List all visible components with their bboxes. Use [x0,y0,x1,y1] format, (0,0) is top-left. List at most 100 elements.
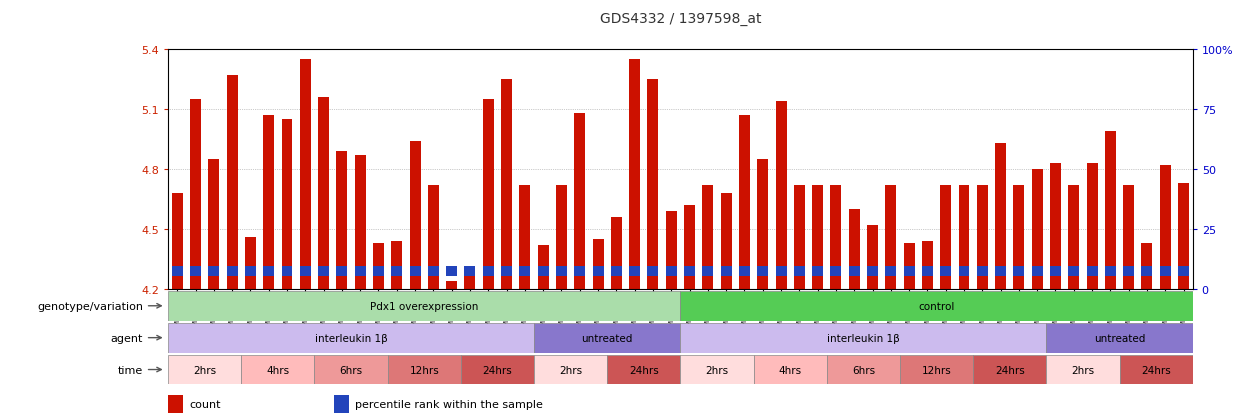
Bar [281,266,293,276]
Bar [1068,185,1079,289]
Bar [681,323,1046,353]
Bar [1123,185,1134,289]
Bar [263,266,274,276]
Bar [753,355,827,385]
Bar [684,266,695,276]
Bar [500,80,512,289]
Bar [242,355,315,385]
Bar [483,100,494,289]
Bar [1087,266,1098,276]
Bar [263,116,274,289]
Bar [959,266,970,276]
Bar [300,266,311,276]
Bar [921,266,933,276]
Text: control: control [919,301,955,311]
Bar [830,185,842,289]
Bar [519,266,530,276]
Bar [410,141,421,289]
Text: untreated: untreated [581,333,632,343]
Bar [684,205,695,289]
Bar [208,266,219,276]
Bar [1068,266,1079,276]
Bar [867,225,878,289]
Text: percentile rank within the sample: percentile rank within the sample [356,399,543,409]
Bar [757,159,768,289]
Bar [336,152,347,289]
Bar [1013,185,1025,289]
Bar [921,241,933,289]
Bar [374,243,383,289]
Text: 4hrs: 4hrs [778,365,802,375]
Bar [245,266,256,276]
Text: time: time [118,365,143,375]
Bar [904,266,915,276]
Bar [168,323,534,353]
Text: 6hrs: 6hrs [852,365,875,375]
Bar [608,355,680,385]
Bar [721,193,732,289]
Bar [355,155,366,289]
Text: 24hrs: 24hrs [483,365,512,375]
Bar [593,239,604,289]
Bar [461,355,534,385]
Bar [1087,164,1098,289]
Bar [538,245,549,289]
Bar [977,185,987,289]
Bar [281,119,293,289]
Bar [885,266,896,276]
Bar [1104,266,1116,276]
Bar [391,266,402,276]
Bar [611,266,621,276]
Bar [374,266,383,276]
Bar [391,241,402,289]
Bar [168,395,183,413]
Bar [410,266,421,276]
Bar [830,266,842,276]
Bar [428,185,439,289]
Bar [534,355,608,385]
Bar [1050,266,1061,276]
Bar [1013,266,1025,276]
Bar [1046,323,1193,353]
Text: agent: agent [111,333,143,343]
Bar [1142,243,1153,289]
Bar [629,266,640,276]
Bar [519,185,530,289]
Bar [812,266,823,276]
Text: genotype/variation: genotype/variation [37,301,143,311]
Bar [1178,183,1189,289]
Text: 2hrs: 2hrs [706,365,728,375]
Text: interleukin 1β: interleukin 1β [827,333,900,343]
Bar [940,266,951,276]
Bar [1050,164,1061,289]
Bar [315,355,387,385]
Bar [702,266,713,276]
Bar [681,291,1193,321]
Bar [1160,165,1170,289]
Bar [794,185,804,289]
Bar [1032,266,1042,276]
Bar [740,116,749,289]
Text: 12hrs: 12hrs [410,365,439,375]
Bar [681,355,753,385]
Bar [538,266,549,276]
Text: 24hrs: 24hrs [629,365,659,375]
Bar [168,291,681,321]
Bar [647,80,659,289]
Bar [1123,266,1134,276]
Text: 24hrs: 24hrs [1142,365,1172,375]
Bar [827,355,900,385]
Bar [959,185,970,289]
Bar [794,266,804,276]
Bar [172,266,183,276]
Bar [1142,266,1153,276]
Bar [776,102,787,289]
Bar [300,59,311,289]
Bar [1160,266,1170,276]
Bar [168,355,242,385]
Text: GDS4332 / 1397598_at: GDS4332 / 1397598_at [600,12,761,26]
Bar [995,143,1006,289]
Bar [172,193,183,289]
Bar [611,217,621,289]
Bar [227,76,238,289]
